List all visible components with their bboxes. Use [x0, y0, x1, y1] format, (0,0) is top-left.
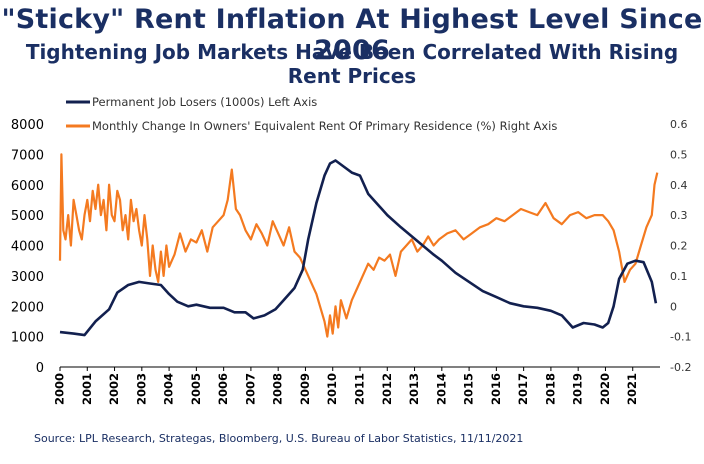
legend-label-job-losers: Permanent Job Losers (1000s) Left Axis [92, 95, 317, 109]
x-axis-tick-label: 2012 [380, 373, 394, 405]
left-axis-tick-label: 3000 [11, 270, 44, 285]
source-note: Source: LPL Research, Strategas, Bloombe… [34, 432, 524, 445]
x-axis-tick-label: 2001 [80, 373, 94, 405]
x-axis-tick-label: 2005 [189, 373, 203, 405]
axes: 0 1000 2000 3000 4000 5000 6000 7000 8000 -0.2 -0.… [11, 118, 692, 405]
x-axis-tick-label: 2010 [325, 373, 339, 405]
x-axis-tick-label: 2006 [216, 373, 230, 405]
chart-title: "Sticky" Rent Inflation At Highest Level… [1, 4, 703, 66]
x-axis-tick-label: 2004 [162, 373, 176, 405]
left-axis-tick-label: 2000 [11, 300, 44, 315]
left-axis-tick-label: 1000 [11, 331, 44, 346]
x-axis-tick-label: 2011 [353, 373, 367, 405]
right-axis-tick-label: 0.3 [670, 209, 688, 222]
x-axis-tick-label: 2014 [434, 373, 448, 405]
left-axis-tick-label: 6000 [11, 179, 44, 194]
right-axis-tick-label: 0.1 [670, 270, 688, 283]
x-axis-tick-label: 2015 [462, 373, 476, 405]
x-axis-tick-label: 2000 [53, 373, 67, 405]
chart-subtitle: Tightening Job Markets Have Been Correla… [25, 40, 679, 88]
left-axis-tick-label: 8000 [11, 118, 44, 133]
x-axis-tick-label: 2018 [543, 373, 557, 405]
x-axis-tick-label: 2016 [489, 373, 503, 405]
x-axis-tick-label: 2019 [571, 373, 585, 405]
right-axis-tick-label: 0 [670, 300, 677, 313]
series-layer [58, 153, 659, 338]
x-axis-tick-label: 2020 [598, 373, 612, 405]
x-axis-tick-label: 2017 [516, 373, 530, 405]
right-axis-tick-label: -0.2 [670, 361, 691, 374]
left-axis-tick-label: 7000 [11, 148, 44, 163]
right-axis-tick-label: 0.4 [670, 179, 688, 192]
right-axis-tick-label: 0.6 [670, 118, 688, 131]
legend: Permanent Job Losers (1000s) Left Axis M… [66, 95, 557, 133]
x-axis-tick-label: 2013 [407, 373, 421, 405]
left-axis-tick-label: 5000 [11, 209, 44, 224]
x-axis-tick-label: 2021 [625, 373, 639, 405]
x-axis-tick-label: 2003 [134, 373, 148, 405]
left-axis-tick-label: 4000 [11, 240, 44, 255]
right-axis-tick-label: 0.5 [670, 148, 688, 161]
x-axis-tick-label: 2008 [271, 373, 285, 405]
x-axis-tick-label: 2002 [107, 373, 121, 405]
series-line-job-losers [59, 159, 658, 337]
right-axis-tick-label: -0.1 [670, 331, 691, 344]
right-axis-tick-label: 0.2 [670, 240, 688, 253]
series-line-rent [58, 153, 659, 338]
x-axis-tick-label: 2009 [298, 373, 312, 405]
legend-label-rent: Monthly Change In Owners' Equivalent Ren… [92, 119, 557, 133]
left-axis-tick-label: 0 [36, 361, 44, 376]
x-axis-tick-label: 2007 [243, 373, 257, 405]
